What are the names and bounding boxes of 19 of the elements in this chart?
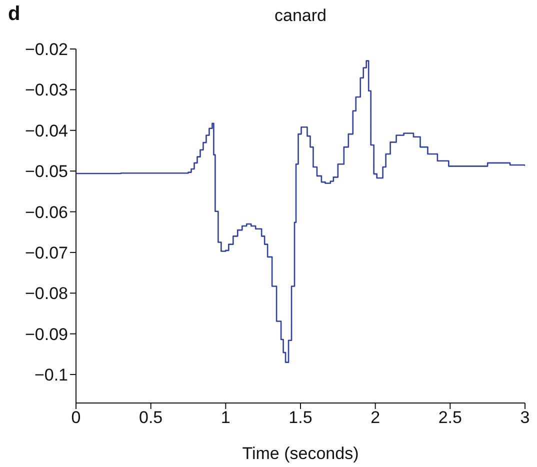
y-tick-label: −0.04 <box>24 121 68 140</box>
text: d <box>8 3 20 26</box>
y-tick-label: −0.06 <box>24 202 68 222</box>
x-tick-label: 1 <box>220 408 230 428</box>
y-tick-label: −0.08 <box>24 284 68 304</box>
x-axis-title: Time (seconds) <box>242 444 359 463</box>
y-tick-label: −0.03 <box>24 80 68 100</box>
x-tick-label: 3 <box>520 408 530 428</box>
x-tick-label: 0.5 <box>139 408 163 428</box>
y-tick-label: −0.05 <box>24 162 68 182</box>
chart-title: canard <box>274 6 328 26</box>
x-tick-label: 2.5 <box>438 408 462 428</box>
y-tick-label: −0.07 <box>24 243 68 262</box>
x-tick-label: 2 <box>370 408 380 428</box>
x-tick-label: 1.5 <box>288 408 312 428</box>
y-tick-label: −0.1 <box>34 366 68 385</box>
y-tick-label: −0.02 <box>24 40 68 60</box>
y-tick-label: −0.09 <box>24 324 68 344</box>
x-tick-label: 0 <box>71 408 81 428</box>
